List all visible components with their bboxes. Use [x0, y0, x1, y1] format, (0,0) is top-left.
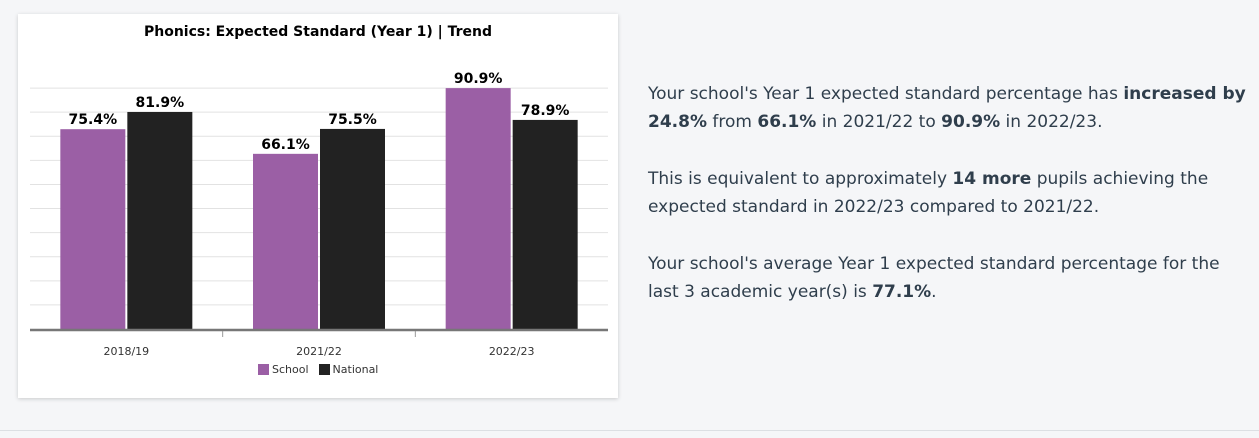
data-label-school-0: 75.4% [69, 112, 118, 128]
data-label-school-2: 90.9% [454, 71, 503, 87]
summary-average: Your school's average Year 1 expected st… [648, 254, 1220, 302]
bar-school-2[interactable] [445, 88, 511, 330]
chart-card: Phonics: Expected Standard (Year 1) | Tr… [18, 14, 618, 398]
x-axis: 2018/19 2021/22 2022/23 [30, 328, 608, 358]
legend-label-school: School [272, 363, 309, 376]
legend-swatch-school [258, 364, 269, 375]
summary-pupils: This is equivalent to approximately 14 m… [648, 169, 1209, 217]
chart-legend: School National [258, 363, 378, 376]
bars: 75.4% 81.9% 66.1% 75.5% 90.9% 78.9% [60, 71, 578, 330]
legend-item-school[interactable]: School [258, 363, 309, 376]
bar-school-1[interactable] [253, 153, 318, 329]
summary-increase: Your school's Year 1 expected standard p… [648, 84, 1246, 132]
data-label-national-1: 75.5% [328, 112, 377, 128]
bar-chart: Phonics: Expected Standard (Year 1) | Tr… [30, 24, 608, 358]
legend-label-national: National [332, 363, 379, 376]
bar-national-2[interactable] [512, 119, 578, 329]
section-divider [0, 430, 1259, 431]
bar-national-1[interactable] [320, 128, 385, 329]
x-tick-label: 2021/22 [296, 345, 342, 358]
legend-item-national[interactable]: National [318, 363, 379, 376]
x-tick-label: 2018/19 [103, 345, 149, 358]
data-label-national-2: 78.9% [521, 103, 570, 119]
gridlines [30, 87, 608, 306]
summary-panel: Your school's Year 1 expected standard p… [648, 80, 1248, 335]
data-label-national-0: 81.9% [136, 95, 185, 111]
bar-school-0[interactable] [60, 129, 126, 329]
data-label-school-1: 66.1% [261, 137, 310, 153]
x-tick-label: 2022/23 [489, 345, 535, 358]
chart-title: Phonics: Expected Standard (Year 1) | Tr… [144, 24, 492, 40]
legend-swatch-national [318, 364, 330, 375]
bar-national-0[interactable] [127, 111, 193, 329]
